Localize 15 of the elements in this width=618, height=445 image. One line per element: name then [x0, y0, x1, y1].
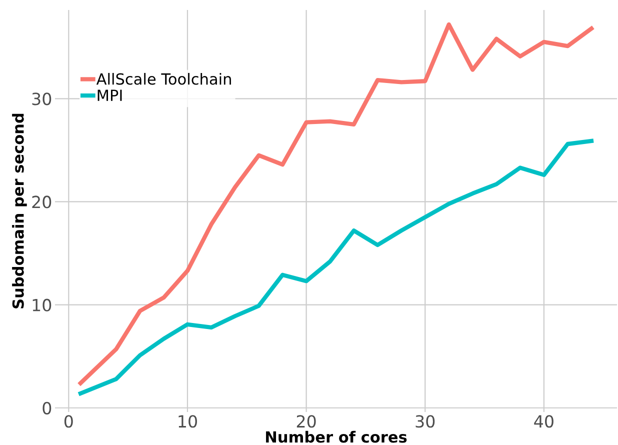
x-tick-label: 20	[296, 415, 316, 428]
x-tick-label: 40	[534, 415, 554, 428]
y-tick-label: 30	[32, 92, 52, 106]
line-series	[78, 138, 594, 396]
y-tick-label: 20	[32, 196, 52, 208]
y-tick-label: 0	[42, 402, 52, 414]
x-tick-label: 0	[64, 415, 73, 428]
x-axis-title: Number of cores	[266, 430, 407, 443]
y-tick-label: 10	[32, 298, 52, 312]
legend-label: AllScale Toolchain	[96, 72, 231, 85]
x-tick-label: 30	[416, 415, 435, 428]
x-tick-label: 10	[178, 415, 197, 428]
legend-label: MPI	[98, 90, 122, 101]
line-series	[78, 22, 594, 386]
y-axis-title: Subdomain per second	[12, 114, 27, 308]
